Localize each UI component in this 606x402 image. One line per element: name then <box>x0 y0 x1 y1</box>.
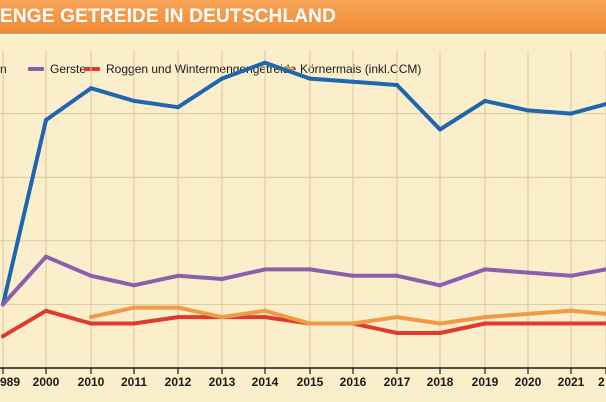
series-0-point-6 <box>263 60 267 65</box>
series-1-point-11 <box>483 267 487 272</box>
series-3-point-6 <box>263 308 267 313</box>
x-tick-label-4: 2012 <box>165 375 192 389</box>
x-tick-label-6: 2014 <box>252 375 279 389</box>
series-1-point-13 <box>569 273 573 278</box>
x-tick-label-10: 2018 <box>427 375 454 389</box>
series-1-point-8 <box>351 273 355 278</box>
grid <box>0 50 606 368</box>
series-2-point-0 <box>1 334 5 339</box>
x-tick-label-9: 2017 <box>384 375 411 389</box>
series-2-point-12 <box>526 321 530 326</box>
chart-title: ENGE GETREIDE IN DEUTSCHLAND <box>0 6 337 27</box>
x-axis <box>0 367 606 374</box>
x-tick-label-12: 2020 <box>515 375 542 389</box>
series-0-point-11 <box>483 98 487 103</box>
x-tick-label-5: 2013 <box>209 375 236 389</box>
series-1-point-5 <box>220 277 224 281</box>
series-0-point-2 <box>89 86 93 91</box>
series-2-point-13 <box>569 321 573 326</box>
series-1-point-9 <box>395 273 399 278</box>
series-0-point-13 <box>569 111 573 116</box>
series-1-point-2 <box>89 273 93 278</box>
series-1-point-4 <box>176 273 180 278</box>
series-0-point-12 <box>526 108 530 113</box>
series-3-point-7 <box>308 321 312 326</box>
x-tick-label-3: 2011 <box>121 375 147 389</box>
series-2-point-1 <box>44 308 48 313</box>
legend-label-gerste: Gerste <box>50 61 87 76</box>
series-3-point-5 <box>220 315 224 320</box>
series-0-point-9 <box>395 83 399 87</box>
legend-swatch-roggen <box>84 66 100 71</box>
series-3-point-3 <box>132 305 136 310</box>
series-0-point-3 <box>132 98 136 103</box>
series-0-point-7 <box>308 76 312 81</box>
series-2-point-11 <box>483 321 487 326</box>
series-3-point-11 <box>483 315 487 320</box>
series-1-point-10 <box>438 283 442 288</box>
x-tick-label-13: 2021 <box>558 375 585 389</box>
series-0-point-10 <box>438 127 442 132</box>
series-3-point-2 <box>89 315 93 320</box>
series-3-point-13 <box>569 308 573 313</box>
series-2-point-6 <box>263 315 267 320</box>
x-tick-label-11: 2019 <box>472 375 499 389</box>
series-3-point-4 <box>176 305 180 310</box>
series-0-point-5 <box>220 76 224 81</box>
series-2-point-3 <box>132 321 136 326</box>
series-1-point-3 <box>132 283 136 288</box>
series-0-point-4 <box>176 105 180 110</box>
series-2-point-9 <box>395 331 399 335</box>
legend-swatch-gerste <box>28 66 44 71</box>
series-2-point-2 <box>89 321 93 326</box>
series-0-point-8 <box>351 79 355 84</box>
series-3-point-8 <box>351 321 355 326</box>
legend-label-koernermais: Körnermais (inkl.CCM) <box>300 61 422 76</box>
series-3-point-10 <box>438 321 442 326</box>
series-2-point-4 <box>176 315 180 320</box>
title-bar: ENGE GETREIDE IN DEUTSCHLAND <box>0 0 606 36</box>
x-tick-labels: 989 2000 2010 2011 2012 2013 2014 2015 2016 2017 2… <box>0 375 605 389</box>
x-tick-label-2: 2010 <box>78 375 105 389</box>
legend-item-gerste: Gerste <box>28 58 86 78</box>
x-tick-label-1: 2000 <box>33 375 60 389</box>
x-tick-label-8: 2016 <box>340 375 367 389</box>
series-line-1 <box>1 254 606 307</box>
legend-item-roggen: Roggen und Wintermengengetreide <box>84 58 296 78</box>
series-1-point-1 <box>44 254 48 259</box>
series-layer <box>1 60 606 339</box>
series-3-point-9 <box>395 315 399 320</box>
x-tick-label-0: 989 <box>0 375 20 389</box>
series-1-point-7 <box>308 267 312 272</box>
x-tick-label-7: 2015 <box>297 375 324 389</box>
legend-label-roggen: Roggen und Wintermengengetreide <box>106 61 297 76</box>
x-tick-label-14: 2 <box>598 375 605 389</box>
series-1-point-0 <box>1 302 5 307</box>
series-3-point-12 <box>526 311 530 316</box>
series-1-point-6 <box>263 267 267 272</box>
series-2-point-10 <box>438 331 442 335</box>
series-1-point-12 <box>526 270 530 275</box>
series-0-point-1 <box>44 118 48 122</box>
